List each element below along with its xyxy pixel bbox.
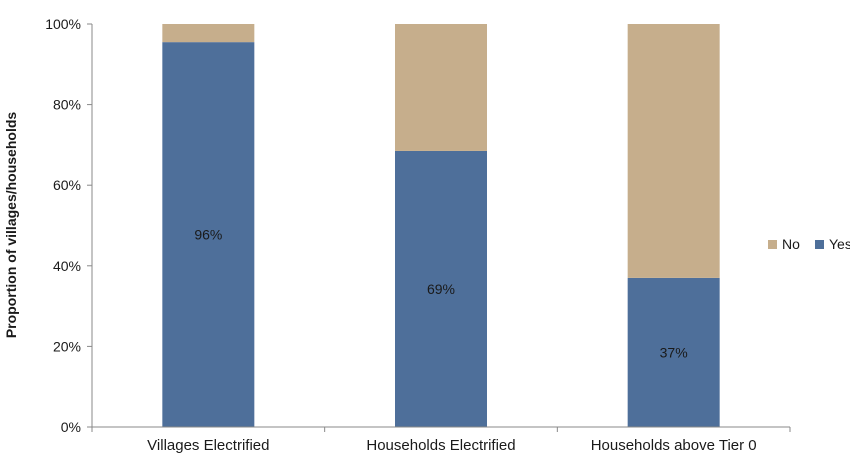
legend-swatch-yes <box>815 240 824 249</box>
legend-label-yes: Yes <box>829 236 850 252</box>
x-tick-label-2: Households above Tier 0 <box>591 437 757 454</box>
legend-label-no: No <box>782 236 800 252</box>
legend-swatch-no <box>768 240 777 249</box>
bar-yes-2 <box>627 277 720 427</box>
y-axis-label: Proportion of villages/households <box>3 112 19 339</box>
bars-group <box>162 24 720 427</box>
y-tick-label-2: 40% <box>53 258 81 274</box>
y-tick-label-0: 0% <box>61 419 81 435</box>
y-tick-label-5: 100% <box>45 16 81 32</box>
data-label-0: 96% <box>194 227 222 243</box>
y-tick-label-3: 60% <box>53 177 81 193</box>
data-labels-group: 96% 69% 37% <box>194 227 687 361</box>
bar-yes-1 <box>395 150 487 427</box>
y-tick-label-1: 20% <box>53 338 81 354</box>
data-label-2: 37% <box>660 344 688 360</box>
bar-yes-0 <box>162 42 255 427</box>
axes-group: Villages Electrified Households Electrifi… <box>45 16 791 454</box>
data-label-1: 69% <box>427 281 455 297</box>
y-tick-label-4: 80% <box>53 97 81 113</box>
bar-no-0 <box>162 24 255 43</box>
x-tick-label-1: Households Electrified <box>366 437 515 454</box>
bar-no-1 <box>395 24 487 151</box>
bar-no-2 <box>627 24 720 278</box>
legend: No Yes <box>768 236 850 252</box>
x-tick-label-0: Villages Electrified <box>147 437 269 454</box>
